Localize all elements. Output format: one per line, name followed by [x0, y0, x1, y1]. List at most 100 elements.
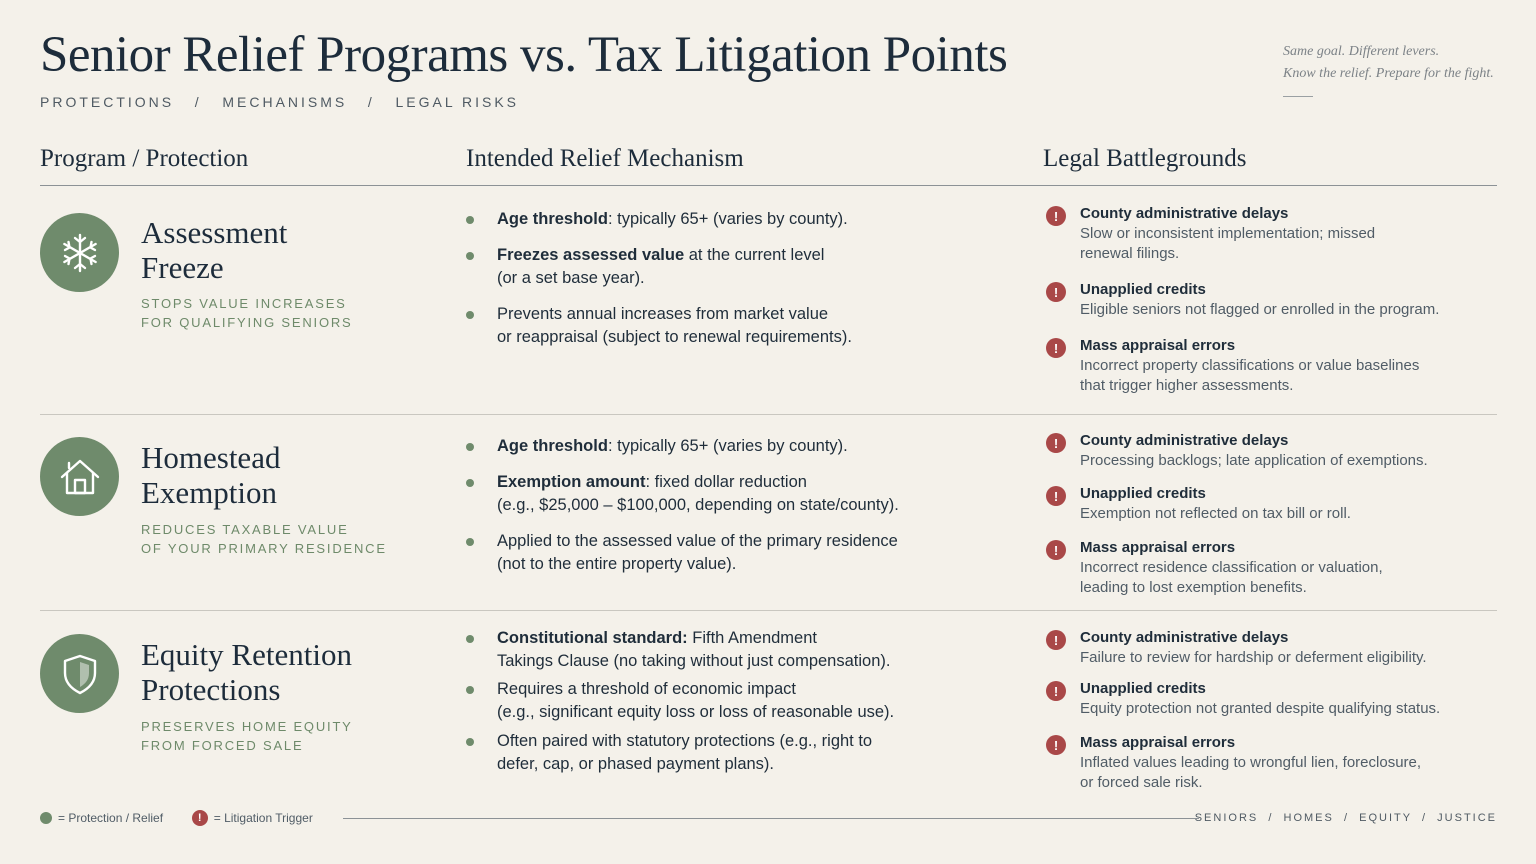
program-description-line-2: OF YOUR PRIMARY RESIDENCE: [141, 541, 387, 556]
tagline-divider: [1283, 96, 1313, 97]
mechanism-item: Applied to the assessed value of the pri…: [466, 530, 898, 576]
program-description: PRESERVES HOME EQUITY FROM FORCED SALE: [141, 717, 353, 755]
program-name: Equity Retention Protections: [141, 637, 352, 707]
mechanism-text-line-2: Takings Clause (no taking without just c…: [497, 652, 891, 670]
battleground-title: Unapplied credits: [1080, 281, 1206, 298]
battleground-title: Unapplied credits: [1080, 680, 1206, 697]
mechanism-item: Exemption amount: fixed dollar reduction…: [466, 471, 899, 517]
battleground-title: Mass appraisal errors: [1080, 734, 1236, 751]
mechanism-item: Often paired with statutory protections …: [466, 730, 872, 776]
program-description-line-1: PRESERVES HOME EQUITY: [141, 719, 353, 734]
mechanism-text: Prevents annual increases from market va…: [497, 305, 829, 323]
mechanism-item: Freezes assessed value at the current le…: [466, 244, 824, 290]
footer-tags: SENIORS / HOMES / EQUITY / JUSTICE: [1194, 812, 1497, 824]
row-divider: [40, 610, 1497, 611]
litigation-warning-icon: !: [1046, 282, 1066, 302]
mechanism-text: Often paired with statutory protections …: [497, 732, 873, 750]
tagline: Same goal. Different levers. Know the re…: [1283, 41, 1494, 85]
battleground-description: Equity protection not granted despite qu…: [1080, 700, 1441, 717]
mechanism-text-line-2: (e.g., $25,000 – $100,000, depending on …: [497, 496, 899, 514]
program-description-line-1: REDUCES TAXABLE VALUE: [141, 522, 349, 537]
litigation-warning-icon: !: [1046, 540, 1066, 560]
program-name-line-2: Exemption: [141, 475, 278, 510]
legend: = Protection / Relief ! = Litigation Trig…: [40, 810, 313, 826]
protection-dot-icon: [466, 216, 474, 224]
mechanism-item: Constitutional standard: Fifth Amendment…: [466, 627, 890, 673]
battleground-description: Exemption not reflected on tax bill or r…: [1080, 505, 1351, 522]
battleground-item: ! Unapplied credits Eligible seniors not…: [1044, 280, 1439, 320]
mechanism-item: Age threshold: typically 65+ (varies by …: [466, 435, 848, 458]
battleground-description-line-2: renewal filings.: [1080, 245, 1180, 262]
battleground-description-line-2: or forced sale risk.: [1080, 774, 1203, 791]
protection-dot-icon: [40, 812, 52, 824]
program-name-line-1: Homestead: [141, 440, 281, 475]
protection-dot-icon: [466, 635, 474, 643]
protection-dot-icon: [466, 686, 474, 694]
house-icon: [40, 437, 119, 516]
page-title: Senior Relief Programs vs. Tax Litigatio…: [40, 27, 1008, 83]
mechanism-text: : typically 65+ (varies by county).: [607, 210, 848, 228]
litigation-warning-icon: !: [191, 810, 208, 826]
battleground-description-line-2: that trigger higher assessments.: [1080, 377, 1294, 394]
litigation-warning-icon: !: [1046, 433, 1066, 453]
protection-dot-icon: [466, 443, 474, 451]
legend-protection-label: = Protection / Relief: [58, 811, 164, 825]
mechanism-text-line-2: (not to the entire property value).: [497, 555, 737, 573]
battleground-description: Processing backlogs; late application of…: [1080, 452, 1428, 469]
battleground-item: ! Mass appraisal errors Inflated values …: [1044, 733, 1421, 793]
mechanism-text-line-2: (e.g., significant equity loss or loss o…: [497, 703, 895, 721]
column-header-mechanism: Intended Relief Mechanism: [466, 145, 744, 172]
litigation-warning-icon: !: [1046, 206, 1066, 226]
mechanism-bold: Age threshold: [497, 210, 608, 228]
program-description-line-2: FOR QUALIFYING SENIORS: [141, 315, 353, 330]
battleground-title: Mass appraisal errors: [1080, 337, 1236, 354]
page-subtitle: PROTECTIONS / MECHANISMS / LEGAL RISKS: [40, 94, 519, 110]
battleground-item: ! County administrative delays Failure t…: [1044, 628, 1427, 668]
battleground-item: ! Mass appraisal errors Incorrect proper…: [1044, 336, 1419, 396]
mechanism-text-line-2: (or a set base year).: [497, 269, 645, 287]
battleground-description: Failure to review for hardship or deferm…: [1080, 649, 1427, 666]
program-description: REDUCES TAXABLE VALUE OF YOUR PRIMARY RE…: [141, 520, 387, 558]
shield-icon: [40, 634, 119, 713]
protection-dot-icon: [466, 479, 474, 487]
protection-dot-icon: [466, 311, 474, 319]
program-description-line-1: STOPS VALUE INCREASES: [141, 296, 347, 311]
mechanism-text: Applied to the assessed value of the pri…: [497, 532, 898, 550]
tagline-line-2: Know the relief. Prepare for the fight.: [1283, 66, 1494, 81]
program-name-line-2: Protections: [141, 672, 281, 707]
mechanism-text: : typically 65+ (varies by county).: [607, 437, 848, 455]
battleground-description: Incorrect residence classification or va…: [1080, 559, 1383, 576]
mechanism-item: Requires a threshold of economic impact …: [466, 678, 894, 724]
litigation-warning-icon: !: [1046, 681, 1066, 701]
program-name-line-2: Freeze: [141, 250, 224, 285]
battleground-title: County administrative delays: [1080, 205, 1289, 222]
program-description-line-2: FROM FORCED SALE: [141, 738, 304, 753]
litigation-warning-icon: !: [1046, 735, 1066, 755]
header-divider: [40, 185, 1497, 186]
mechanism-bold: Freezes assessed value: [497, 246, 685, 264]
mechanism-item: Age threshold: typically 65+ (varies by …: [466, 208, 848, 231]
mechanism-text: : fixed dollar reduction: [645, 473, 807, 491]
program-name-line-1: Equity Retention: [141, 637, 352, 672]
battleground-title: County administrative delays: [1080, 432, 1289, 449]
litigation-warning-icon: !: [1046, 630, 1066, 650]
battleground-item: ! Unapplied credits Equity protection no…: [1044, 679, 1440, 719]
battleground-description-line-2: leading to lost exemption benefits.: [1080, 579, 1307, 596]
battleground-item: ! County administrative delays Processin…: [1044, 431, 1428, 471]
mechanism-item: Prevents annual increases from market va…: [466, 303, 852, 349]
legend-litigation-label: = Litigation Trigger: [213, 811, 313, 825]
battleground-item: ! County administrative delays Slow or i…: [1044, 204, 1375, 264]
protection-dot-icon: [466, 538, 474, 546]
column-header-battlegrounds: Legal Battlegrounds: [1043, 145, 1247, 172]
mechanism-text: at the current level: [684, 246, 825, 264]
battleground-title: County administrative delays: [1080, 629, 1289, 646]
battleground-item: ! Mass appraisal errors Incorrect reside…: [1044, 538, 1383, 598]
litigation-warning-icon: !: [1046, 486, 1066, 506]
tagline-line-1: Same goal. Different levers.: [1283, 44, 1440, 59]
protection-dot-icon: [466, 738, 474, 746]
column-header-program: Program / Protection: [40, 145, 249, 172]
program-name: Assessment Freeze: [141, 215, 287, 285]
mechanism-text-line-2: or reappraisal (subject to renewal requi…: [497, 328, 852, 346]
snowflake-icon: [40, 213, 119, 292]
mechanism-bold: Exemption amount: [497, 473, 646, 491]
